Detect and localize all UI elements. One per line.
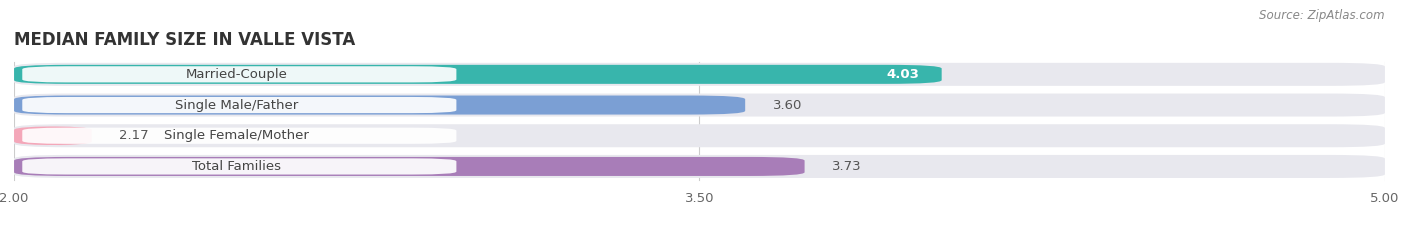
FancyBboxPatch shape [14,63,1385,86]
Text: 3.73: 3.73 [832,160,862,173]
Text: Total Families: Total Families [193,160,281,173]
FancyBboxPatch shape [22,158,457,175]
FancyBboxPatch shape [14,65,942,84]
Text: 2.17: 2.17 [120,129,149,142]
Text: 3.60: 3.60 [773,99,801,112]
FancyBboxPatch shape [14,124,1385,147]
Text: Single Male/Father: Single Male/Father [176,99,298,112]
Text: Married-Couple: Married-Couple [186,68,288,81]
FancyBboxPatch shape [14,157,804,176]
FancyBboxPatch shape [14,96,745,115]
FancyBboxPatch shape [22,97,457,113]
Text: Source: ZipAtlas.com: Source: ZipAtlas.com [1260,9,1385,22]
Text: MEDIAN FAMILY SIZE IN VALLE VISTA: MEDIAN FAMILY SIZE IN VALLE VISTA [14,31,356,49]
Text: 4.03: 4.03 [886,68,920,81]
FancyBboxPatch shape [22,66,457,82]
Text: Single Female/Mother: Single Female/Mother [165,129,309,142]
FancyBboxPatch shape [14,155,1385,178]
FancyBboxPatch shape [14,126,91,145]
FancyBboxPatch shape [22,128,457,144]
FancyBboxPatch shape [14,93,1385,116]
